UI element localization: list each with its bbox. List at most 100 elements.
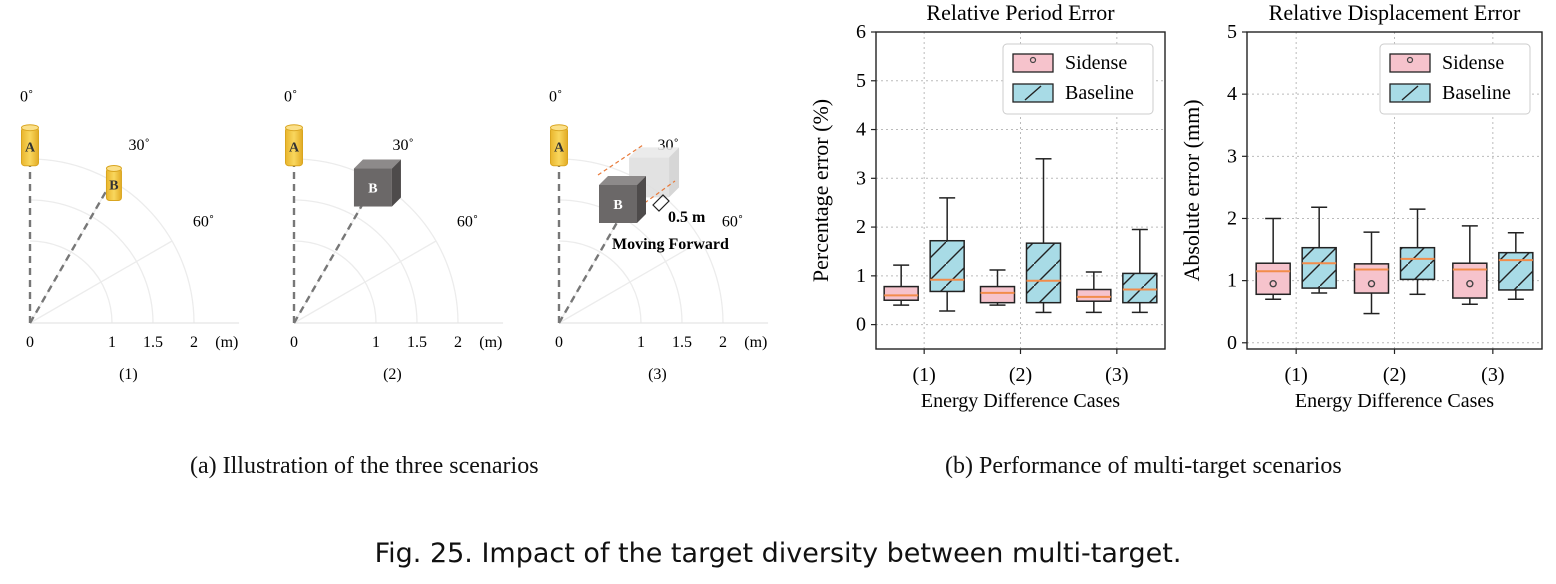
range-arc-1 <box>293 199 418 324</box>
scenario-label: (3) <box>648 366 667 383</box>
legend-flier-marker <box>1406 56 1414 64</box>
legend-label: Sidense <box>1442 52 1504 74</box>
baseline-box <box>1122 228 1158 314</box>
target-b-cylinder: B <box>105 165 122 202</box>
range-arc-1 <box>558 199 683 324</box>
target-a-cylinder-top <box>550 124 568 132</box>
sidense-box <box>1076 271 1112 314</box>
x-tick-label: (2) <box>1383 364 1406 386</box>
distance-label: 1 <box>372 334 380 351</box>
box-body <box>1255 262 1291 296</box>
target-b-ghost-box-top <box>629 147 680 158</box>
target-b-box-front <box>599 185 637 223</box>
box-body <box>1353 263 1390 294</box>
baseline-box <box>1025 158 1062 314</box>
y-tick-label: 5 <box>1227 21 1237 43</box>
flier-point <box>1466 280 1474 288</box>
target-a-cylinder: A <box>285 124 303 167</box>
scenario-label: (1) <box>119 366 138 383</box>
angle-label-60: 60˚ <box>193 214 214 231</box>
y-tick-label: 5 <box>856 70 866 92</box>
distance-label: 2 <box>719 334 727 351</box>
chart-title: Relative Period Error <box>926 0 1115 25</box>
move-label: Moving Forward <box>612 236 729 253</box>
distance-label: 1 <box>108 334 116 351</box>
target-b-box-top <box>599 176 646 185</box>
target-a-cylinder: A <box>550 124 568 167</box>
scenario-1-diagram: 0˚ 30˚ 60˚ 0 1 1.5 2 (m) A B (1) <box>20 89 240 383</box>
move-distance-marker <box>652 194 670 212</box>
target-b-box: B <box>353 159 401 207</box>
y-axis-label: Absolute error (mm) <box>1179 99 1204 281</box>
legend-label: Baseline <box>1442 82 1511 104</box>
figure-caption: Fig. 25. Impact of the target diversity … <box>374 538 1182 569</box>
target-b-box-side <box>637 176 646 223</box>
y-tick-label: 6 <box>856 21 866 43</box>
target-b-cylinder-label: B <box>109 179 118 194</box>
plot-frame <box>875 31 1166 350</box>
baseline-box <box>1301 206 1337 294</box>
y-tick-label: 3 <box>856 167 866 189</box>
box-body <box>883 285 919 301</box>
distance-label: (m) <box>744 334 767 351</box>
distance-label: 0 <box>26 334 34 351</box>
sidense-box <box>1353 231 1390 315</box>
box-hatch <box>1026 243 1061 303</box>
angle-guide-1 <box>558 240 702 324</box>
distance-label: (m) <box>479 334 502 351</box>
y-tick-label: 2 <box>856 216 866 238</box>
box-hatch <box>930 240 965 292</box>
line-to-b <box>28 187 109 324</box>
distance-label: 0 <box>555 334 563 351</box>
target-b-ghost-box-side <box>669 147 680 198</box>
distance-label: 0 <box>290 334 298 351</box>
x-axis-label: Energy Difference Cases <box>921 390 1120 412</box>
distance-label: 1.5 <box>672 334 692 351</box>
angle-label-60: 60˚ <box>457 214 478 231</box>
chart-title: Relative Displacement Error <box>1269 0 1521 25</box>
angle-label-0: 0˚ <box>284 89 297 106</box>
distance-label: 1.5 <box>143 334 163 351</box>
range-arc-2 <box>29 158 195 324</box>
legend-label: Sidense <box>1065 52 1127 74</box>
x-tick-label: (1) <box>913 364 936 386</box>
y-tick-label: 0 <box>1227 332 1237 354</box>
target-b-cylinder-top <box>105 165 122 173</box>
distance-label: 2 <box>190 334 198 351</box>
target-b-box-side <box>391 159 401 207</box>
x-axis-label: Energy Difference Cases <box>1295 390 1494 412</box>
angle-guide-1 <box>293 240 437 324</box>
y-axis-label: Percentage error (%) <box>808 99 833 282</box>
angle-label-30: 30˚ <box>129 137 150 154</box>
line-to-b <box>557 215 622 324</box>
move-guide <box>597 144 644 176</box>
subfigure-a-caption: (a) Illustration of the three scenarios <box>190 453 539 479</box>
box-body <box>1076 288 1112 302</box>
move-distance-label: 0.5 m <box>668 209 706 226</box>
angle-label-0: 0˚ <box>549 89 562 106</box>
distance-label: (m) <box>215 334 238 351</box>
target-b-box-front <box>353 168 392 207</box>
angle-label-0: 0˚ <box>20 89 33 106</box>
distance-label: 1 <box>637 334 645 351</box>
sidense-box <box>1452 225 1488 305</box>
target-a-cylinder: A <box>21 124 39 167</box>
legend: Sidense Baseline <box>1379 43 1531 115</box>
y-tick-label: 4 <box>856 119 866 141</box>
box-hatch <box>1122 273 1157 303</box>
box-hatch <box>1302 247 1337 289</box>
range-arc-0 <box>558 240 642 324</box>
legend-label: Baseline <box>1065 82 1134 104</box>
range-arc-0 <box>29 240 113 324</box>
baseline-box <box>1498 232 1534 301</box>
y-tick-label: 2 <box>1227 207 1237 229</box>
x-tick-label: (1) <box>1285 364 1308 386</box>
subfigure-b-caption: (b) Performance of multi-target scenario… <box>945 453 1342 479</box>
y-tick-label: 0 <box>856 314 866 336</box>
x-tick-label: (2) <box>1009 364 1032 386</box>
target-a-cylinder-top <box>285 124 303 132</box>
angle-label-30: 30˚ <box>393 137 414 154</box>
scenario-label: (2) <box>383 366 402 383</box>
